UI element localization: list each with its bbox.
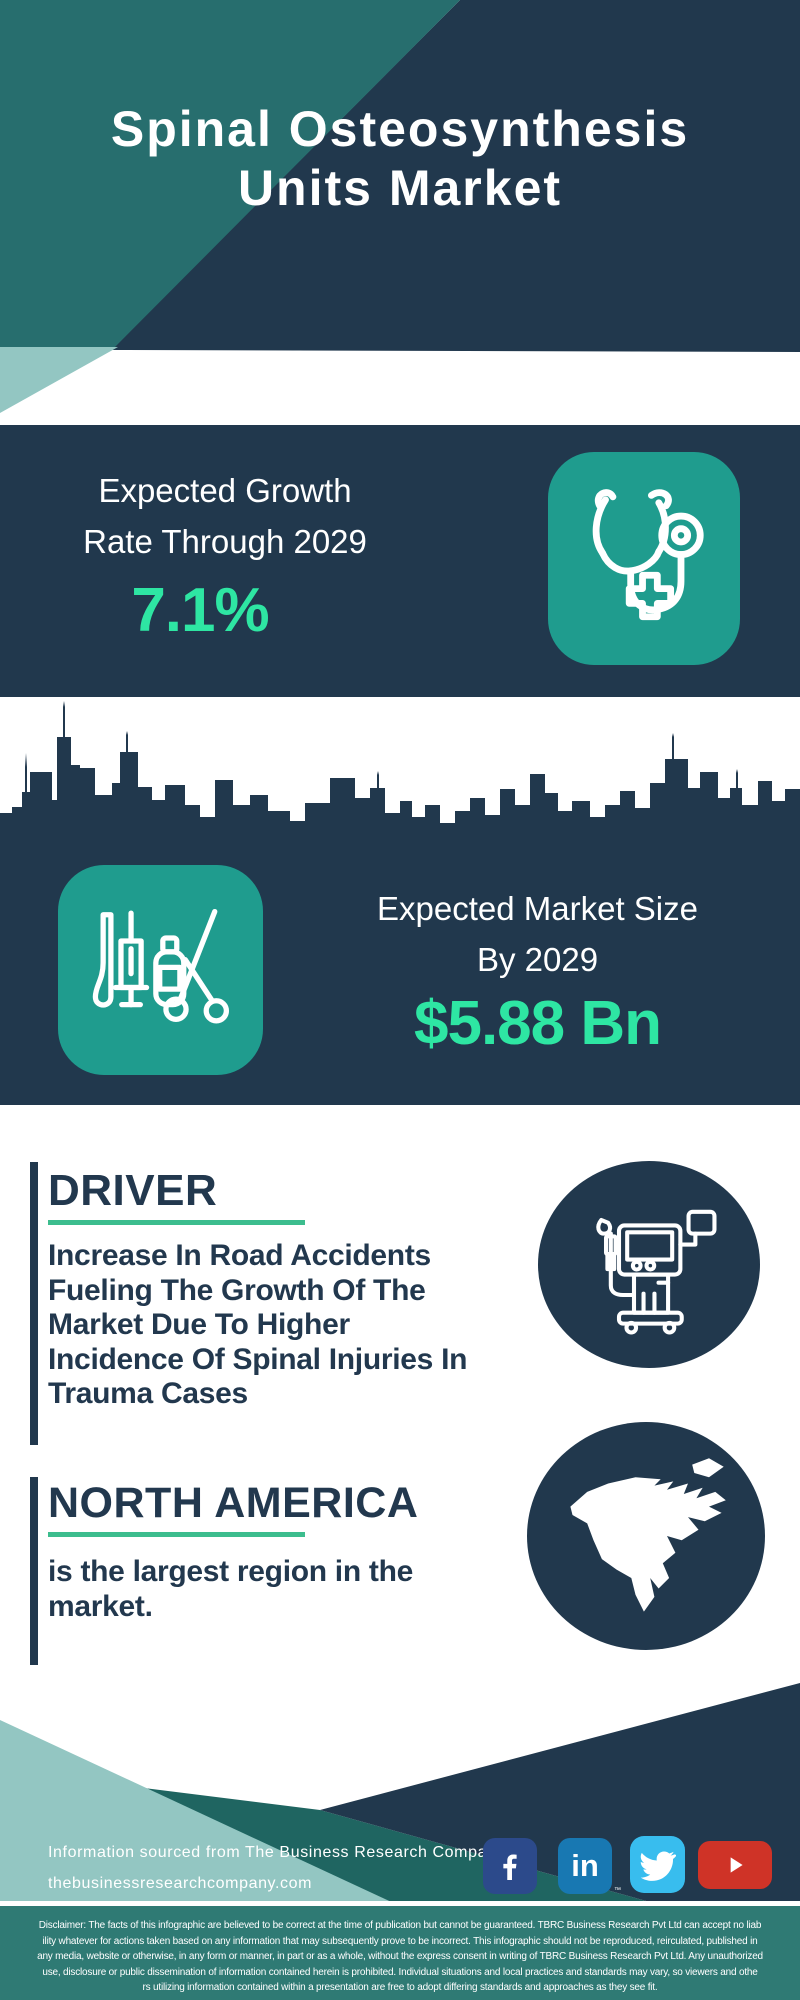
disclaimer-separator: [0, 1901, 800, 1906]
north-america-map-icon: [527, 1422, 765, 1650]
driver-text: Increase In Road Accidents Fueling The G…: [48, 1239, 468, 1410]
region-accent-bar: [30, 1477, 38, 1665]
region-heading: NORTH AMERICA: [48, 1479, 419, 1527]
region-underline: [48, 1532, 305, 1537]
growth-heading: Expected Growth Rate Through 2029: [83, 472, 367, 560]
youtube-icon[interactable]: [698, 1841, 772, 1889]
linkedin-icon[interactable]: in ™: [558, 1838, 621, 1894]
growth-section: Expected Growth Rate Through 2029 7.1%: [0, 425, 800, 697]
footer: Information sourced from The Business Re…: [0, 1680, 800, 1906]
driver-underline: [48, 1220, 305, 1225]
market-size-value: $5.88 Bn: [413, 989, 662, 1058]
twitter-icon[interactable]: [630, 1836, 685, 1893]
medical-machine-icon: [538, 1161, 760, 1368]
page-title: Spinal Osteosynthesis Units Market: [110, 101, 690, 216]
linkedin-tm: ™: [614, 1887, 621, 1894]
disclaimer-text: Disclaimer: The facts of this infographi…: [0, 1906, 800, 2000]
header: Spinal Osteosynthesis Units Market: [0, 0, 800, 425]
surgical-tools-icon: [58, 865, 263, 1075]
growth-value: 7.1%: [131, 576, 269, 645]
market-size-heading: Expected Market Size By 2029: [377, 890, 698, 978]
region-text: is the largest region in the market.: [48, 1555, 414, 1623]
stethoscope-icon: [548, 452, 740, 665]
source-text: Information sourced from The Business Re…: [48, 1844, 506, 1892]
linkedin-glyph: in: [571, 1848, 599, 1883]
driver-accent-bar: [30, 1162, 38, 1445]
city-skyline: [0, 701, 800, 847]
driver-heading: DRIVER: [48, 1166, 218, 1215]
facebook-icon[interactable]: [483, 1838, 537, 1894]
market-size-section: Expected Market Size By 2029 $5.88 Bn: [0, 845, 800, 1105]
